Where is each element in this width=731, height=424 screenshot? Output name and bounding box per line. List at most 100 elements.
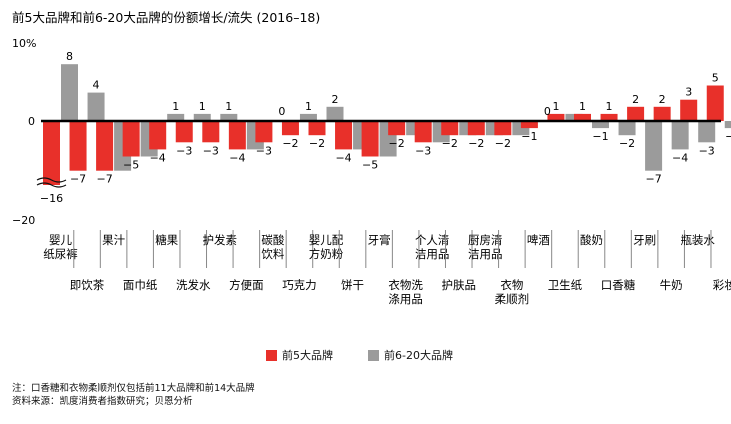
bar-top5-10 — [281, 121, 299, 136]
data-label-top5-8: −4 — [229, 151, 245, 164]
bar-top5-20 — [547, 113, 565, 121]
data-label-top5-12: −4 — [335, 151, 351, 164]
legend: 前5大品牌 前6-20大品牌 — [0, 347, 731, 363]
category-label-3: 果汁 — [102, 233, 125, 247]
data-label-top5-21: 1 — [579, 100, 586, 113]
bar-top6-20-20 — [565, 113, 583, 121]
data-label-top6-20-1: 8 — [66, 50, 73, 63]
data-label-top6-20-21: −1 — [592, 130, 608, 143]
bar-top5-19 — [520, 121, 538, 129]
data-label-top6-20-10: 1 — [305, 100, 312, 113]
category-label-21: 酸奶 — [580, 233, 603, 247]
bar-top5-12 — [335, 121, 353, 150]
data-label-top5-23: 2 — [632, 93, 639, 106]
legend-label-top5: 前5大品牌 — [282, 349, 333, 362]
category-label-25: 瓶装水 — [680, 233, 715, 247]
category-label-5: 糖果 — [155, 233, 178, 247]
footnote-note: 注：口香糖和衣物柔顺剂仅包括前11大品牌和前14大品牌 — [12, 383, 255, 394]
category-label-19: 啤酒 — [527, 233, 550, 247]
bar-top5-8 — [228, 121, 246, 150]
data-label-top6-20-5: 1 — [172, 100, 179, 113]
category-label-11-line-1: 婴儿配 — [309, 233, 344, 247]
category-label-17-line-2: 洁用品 — [468, 247, 503, 261]
category-label-9-line-2: 饮料 — [261, 247, 284, 261]
category-label-4: 面巾纸 — [123, 278, 158, 292]
category-label-1-line-2: 纸尿裤 — [43, 247, 78, 261]
data-label-top5-5: −4 — [150, 151, 166, 164]
category-label-11-line-2: 方奶粉 — [309, 247, 344, 261]
y-tick-label-top: 10% — [12, 37, 36, 50]
bar-top6-20-10 — [299, 113, 317, 121]
data-label-top5-19: −1 — [521, 130, 537, 143]
data-label-top5-6: −3 — [176, 144, 192, 157]
bar-top5-21 — [574, 113, 591, 121]
data-label-top5-14: −2 — [389, 137, 405, 150]
data-label-top6-20-9: 0 — [278, 105, 285, 118]
y-tick-label-zero: 0 — [28, 115, 35, 128]
data-label-top5-18: −2 — [495, 137, 511, 150]
legend-item-top6-20: 前6-20大品牌 — [368, 347, 453, 363]
bar-top6-20-2 — [87, 92, 105, 121]
data-label-top6-20-24: −4 — [672, 151, 688, 164]
category-label-6: 洗发水 — [176, 278, 211, 292]
data-label-top6-20-22: −2 — [619, 137, 635, 150]
bar-top6-20-22 — [618, 121, 636, 136]
data-label-top5-4: −5 — [123, 159, 139, 172]
data-label-top5-24: 2 — [659, 93, 666, 106]
category-label-16: 护肤品 — [442, 278, 477, 292]
bar-top6-20-1 — [61, 64, 78, 121]
bar-top5-22 — [600, 113, 618, 121]
bar-top5-1 — [43, 121, 60, 185]
bar-top6-20-7 — [220, 113, 238, 121]
axis-break-line-2 — [36, 182, 67, 188]
category-label-24: 牛奶 — [660, 278, 683, 292]
bar-top5-3 — [96, 121, 114, 171]
footnote-source: 资料来源：凯度消费者指数研究；贝恩分析 — [12, 396, 193, 407]
bar-top5-5 — [149, 121, 167, 150]
category-label-8: 方便面 — [229, 278, 264, 292]
category-label-14-line-2: 涤用品 — [388, 292, 423, 306]
data-label-top5-13: −5 — [362, 159, 378, 172]
data-label-top6-20-7: 1 — [225, 100, 232, 113]
data-label-top5-9: −3 — [256, 144, 272, 157]
bar-top6-20-25 — [698, 121, 716, 143]
bar-top6-20-11 — [326, 106, 344, 121]
legend-item-top5: 前5大品牌 — [266, 347, 333, 363]
y-tick-label-bottom: −20 — [12, 214, 35, 227]
category-label-1-line-1: 婴儿 — [49, 233, 72, 247]
bar-top5-6 — [175, 121, 193, 143]
bar-top6-20-5 — [167, 113, 185, 121]
data-label-top5-1: −16 — [40, 192, 63, 205]
category-label-18-line-1: 衣物 — [500, 278, 523, 292]
bar-top5-11 — [308, 121, 326, 136]
bar-top5-14 — [388, 121, 406, 136]
bar-top5-17 — [467, 121, 485, 136]
legend-label-top6-20: 前6-20大品牌 — [384, 349, 453, 362]
data-label-top6-20-2: 4 — [93, 79, 100, 92]
data-label-top6-20-19: 0 — [544, 105, 551, 118]
data-label-top5-17: −2 — [468, 137, 484, 150]
bar-top5-7 — [202, 121, 220, 143]
bar-top5-13 — [361, 121, 379, 157]
category-label-15-line-2: 洁用品 — [415, 247, 450, 261]
chart-title: 前5大品牌和前6-20大品牌的份额增长/流失 (2016–18) — [12, 10, 320, 25]
legend-swatch-top5 — [266, 349, 277, 361]
data-label-top5-16: −2 — [442, 137, 458, 150]
category-label-10: 巧克力 — [282, 278, 317, 292]
data-label-top6-20-26: −1 — [725, 130, 731, 143]
category-label-7: 护发素 — [203, 233, 238, 247]
data-label-top5-20: 1 — [552, 100, 559, 113]
bar-top5-15 — [414, 121, 432, 143]
bar-top5-4 — [122, 121, 140, 157]
axis-break-line-1 — [36, 177, 67, 183]
legend-swatch-top6-20 — [368, 349, 379, 361]
data-label-top6-20-23: −7 — [645, 173, 661, 186]
data-label-group: −168−74−7−5−41−31−31−4−30−21−22−4−5−2−3−… — [40, 50, 731, 205]
category-label-26: 彩妆 — [713, 278, 731, 292]
category-label-9-line-1: 碳酸 — [261, 233, 284, 247]
data-label-top6-20-25: −3 — [699, 144, 715, 157]
data-label-top6-20-6: 1 — [199, 100, 206, 113]
bar-top5-16 — [441, 121, 459, 136]
footnotes: 注：口香糖和衣物柔顺剂仅包括前11大品牌和前14大品牌 资料来源：凯度消费者指数… — [12, 382, 255, 408]
